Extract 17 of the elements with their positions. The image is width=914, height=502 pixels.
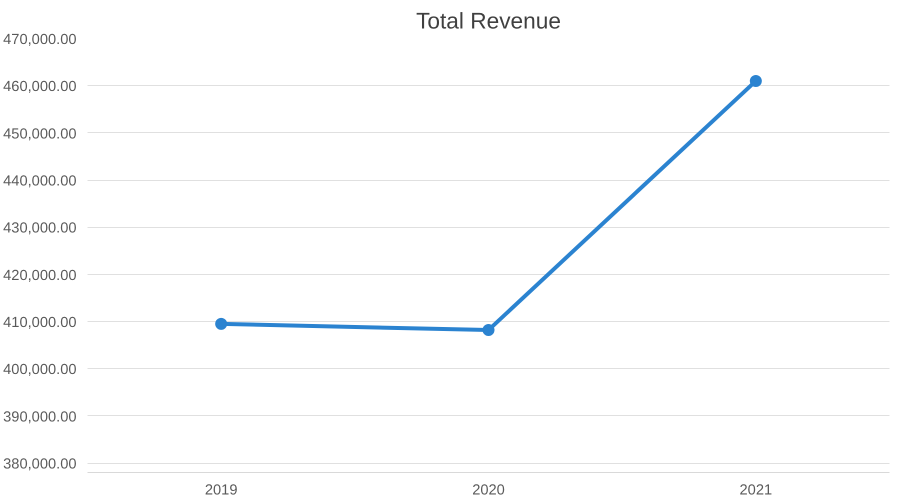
- y-tick-label: 410,000.00: [3, 315, 77, 332]
- y-tick-label: 380,000.00: [3, 456, 77, 473]
- y-tick-label: 440,000.00: [3, 174, 77, 190]
- y-tick-label: 460,000.00: [3, 79, 77, 96]
- y-tick-label: 390,000.00: [3, 409, 77, 426]
- point: [215, 318, 228, 330]
- x-tick-label: 2021: [740, 482, 772, 498]
- y-tick-label: 400,000.00: [3, 362, 77, 378]
- y-tick-label: 420,000.00: [3, 268, 77, 284]
- x-tick-label: 2019: [204, 482, 238, 498]
- x-tick-label: 2020: [472, 482, 505, 498]
- chart-title: Total Revenue: [416, 8, 561, 34]
- y-tick-label: 450,000.00: [3, 126, 77, 142]
- y-tick-label: 470,000.00: [3, 32, 77, 48]
- point: [482, 324, 494, 336]
- point: [750, 74, 762, 87]
- y-tick-label: 430,000.00: [3, 220, 77, 237]
